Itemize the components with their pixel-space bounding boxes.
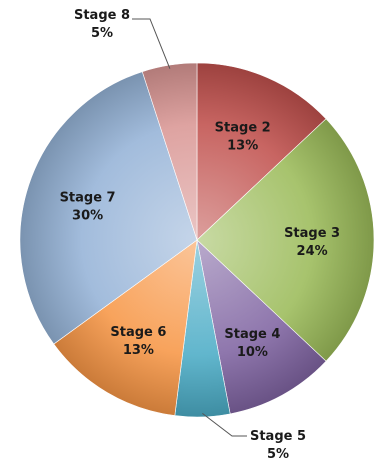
pie-slice-stage-3 <box>196 118 375 362</box>
slice-value-stage-8: 5% <box>91 26 113 41</box>
slice-labels: Stage 2 13% Stage 3 24% Stage 4 10% Stage 5 5% S… <box>60 8 341 462</box>
slice-label-stage-3: Stage 3 <box>284 226 340 241</box>
pie-slices <box>19 62 375 418</box>
slice-label-stage-4: Stage 4 <box>224 327 280 342</box>
pie-slice-stage-4 <box>196 239 327 415</box>
slice-label-stage-7: Stage 7 <box>60 190 116 205</box>
slice-value-stage-2: 13% <box>227 138 258 153</box>
leader-line-stage-5 <box>202 413 247 437</box>
pie-slice-stage-6 <box>53 239 198 416</box>
leader-lines <box>132 18 247 437</box>
slice-label-stage-6: Stage 6 <box>110 325 166 340</box>
slice-value-stage-3: 24% <box>297 244 328 259</box>
slice-label-stage-5: Stage 5 <box>250 429 306 444</box>
pie-slice-stage-2 <box>196 62 327 241</box>
slice-label-stage-2: Stage 2 <box>215 120 271 135</box>
slice-value-stage-5: 5% <box>267 447 289 462</box>
slice-value-stage-4: 10% <box>237 345 268 360</box>
pie-slice-stage-7 <box>19 71 198 345</box>
pie-slice-stage-8 <box>141 62 198 241</box>
slice-value-stage-7: 30% <box>72 208 103 223</box>
slice-label-stage-8: Stage 8 <box>74 8 130 23</box>
slice-value-stage-6: 13% <box>123 343 154 358</box>
leader-line-stage-8 <box>132 18 171 69</box>
